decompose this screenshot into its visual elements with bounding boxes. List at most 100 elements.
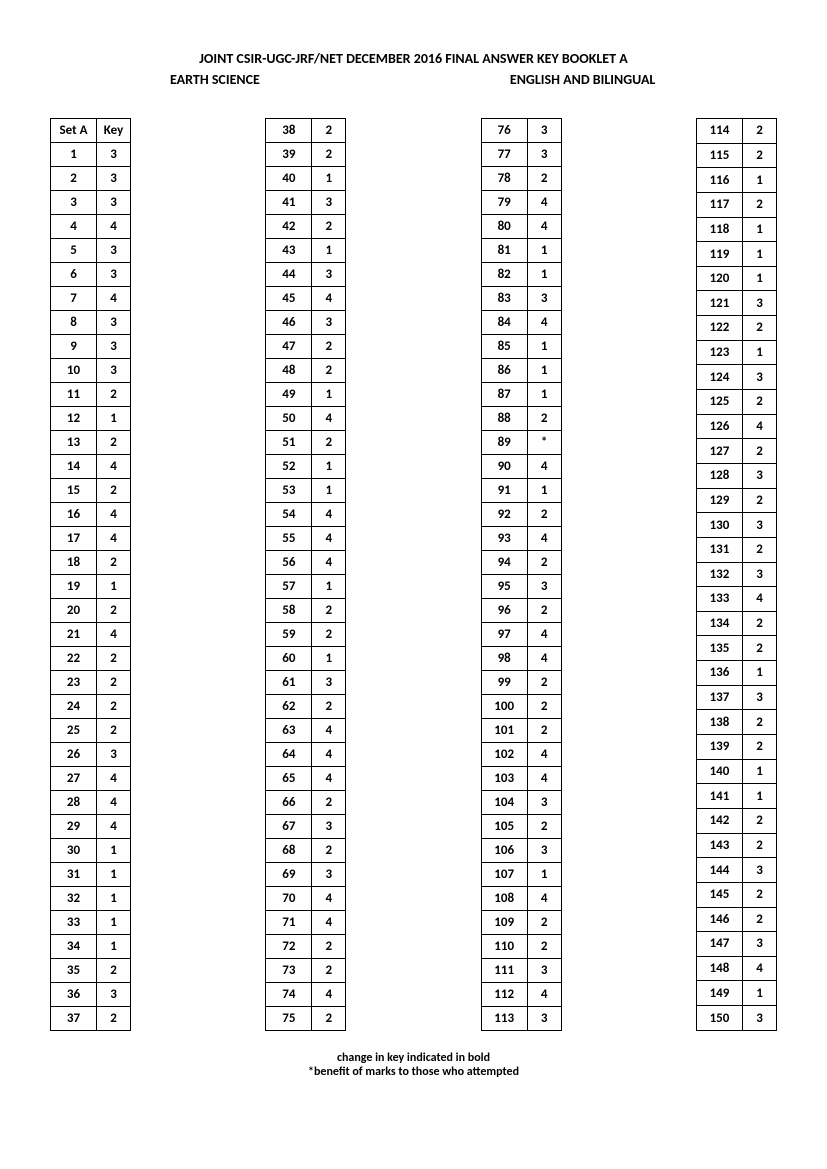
answer-key: 4 bbox=[312, 719, 346, 743]
question-number: 124 bbox=[696, 365, 742, 390]
answer-key: 2 bbox=[527, 671, 561, 695]
table-row: 1092 bbox=[481, 911, 561, 935]
question-number: 142 bbox=[696, 808, 742, 833]
question-number: 122 bbox=[696, 316, 742, 341]
answer-key: 2 bbox=[97, 695, 131, 719]
question-number: 64 bbox=[266, 743, 312, 767]
question-number: 131 bbox=[696, 537, 742, 562]
answer-key: 4 bbox=[312, 767, 346, 791]
table-row: 144 bbox=[51, 455, 131, 479]
answer-key: 4 bbox=[312, 503, 346, 527]
question-number: 88 bbox=[481, 407, 527, 431]
table-row: 1264 bbox=[696, 414, 776, 439]
answer-key: 1 bbox=[97, 911, 131, 935]
table-row: 732 bbox=[266, 959, 346, 983]
answer-key: 1 bbox=[312, 479, 346, 503]
answer-key: 2 bbox=[742, 439, 776, 464]
question-number: 123 bbox=[696, 340, 742, 365]
table-row: 1462 bbox=[696, 907, 776, 932]
table-row: 93 bbox=[51, 335, 131, 359]
answer-key: 2 bbox=[312, 215, 346, 239]
table-row: 331 bbox=[51, 911, 131, 935]
answer-key: 2 bbox=[527, 935, 561, 959]
question-number: 35 bbox=[51, 959, 97, 983]
question-number: 65 bbox=[266, 767, 312, 791]
table-row: 1024 bbox=[481, 743, 561, 767]
table-row: 782 bbox=[481, 167, 561, 191]
answer-key: 4 bbox=[97, 455, 131, 479]
question-number: 117 bbox=[696, 192, 742, 217]
table-row: 53 bbox=[51, 239, 131, 263]
answer-key: 3 bbox=[527, 575, 561, 599]
table-row: 1181 bbox=[696, 217, 776, 242]
question-number: 32 bbox=[51, 887, 97, 911]
table-row: 714 bbox=[266, 911, 346, 935]
table-row: 521 bbox=[266, 455, 346, 479]
answer-key: 4 bbox=[97, 767, 131, 791]
answer-key: 4 bbox=[312, 743, 346, 767]
answer-key: 3 bbox=[742, 463, 776, 488]
answer-key: 2 bbox=[742, 192, 776, 217]
table-row: 613 bbox=[266, 671, 346, 695]
question-number: 145 bbox=[696, 882, 742, 907]
table-row: 422 bbox=[266, 215, 346, 239]
question-number: 34 bbox=[51, 935, 97, 959]
answer-key: 2 bbox=[527, 503, 561, 527]
table-row: 284 bbox=[51, 791, 131, 815]
question-number: 139 bbox=[696, 735, 742, 760]
answer-key: 3 bbox=[742, 1006, 776, 1031]
question-number: 149 bbox=[696, 981, 742, 1006]
table-row: 83 bbox=[51, 311, 131, 335]
table-row: 1002 bbox=[481, 695, 561, 719]
answer-key: 2 bbox=[742, 390, 776, 415]
answer-key: 1 bbox=[527, 383, 561, 407]
question-number: 52 bbox=[266, 455, 312, 479]
footer-notes: change in key indicated in bold *benefit… bbox=[40, 1051, 787, 1079]
question-number: 30 bbox=[51, 839, 97, 863]
question-number: 3 bbox=[51, 191, 97, 215]
question-number: 134 bbox=[696, 611, 742, 636]
table-row: 182 bbox=[51, 551, 131, 575]
table-row: 1272 bbox=[696, 439, 776, 464]
question-number: 14 bbox=[51, 455, 97, 479]
table-row: 174 bbox=[51, 527, 131, 551]
answer-key: 3 bbox=[527, 119, 561, 143]
answer-key: 3 bbox=[97, 359, 131, 383]
answer-key: 4 bbox=[312, 887, 346, 911]
question-number: 92 bbox=[481, 503, 527, 527]
question-number: 70 bbox=[266, 887, 312, 911]
answer-key: 2 bbox=[742, 833, 776, 858]
page: JOINT CSIR-UGC-JRF/NET DECEMBER 2016 FIN… bbox=[0, 0, 827, 1099]
answer-key: 4 bbox=[527, 623, 561, 647]
table-row: 1323 bbox=[696, 562, 776, 587]
table-row: 23 bbox=[51, 167, 131, 191]
answer-key: 1 bbox=[742, 661, 776, 686]
answer-key: 2 bbox=[97, 1007, 131, 1031]
question-number: 43 bbox=[266, 239, 312, 263]
table-row: 544 bbox=[266, 503, 346, 527]
answer-key: 4 bbox=[312, 911, 346, 935]
table-row: 871 bbox=[481, 383, 561, 407]
question-number: 63 bbox=[266, 719, 312, 743]
question-number: 129 bbox=[696, 488, 742, 513]
question-number: 72 bbox=[266, 935, 312, 959]
question-number: 68 bbox=[266, 839, 312, 863]
table-row: 1084 bbox=[481, 887, 561, 911]
question-number: 96 bbox=[481, 599, 527, 623]
answer-key: 3 bbox=[742, 365, 776, 390]
answer-key: 3 bbox=[312, 263, 346, 287]
table-row: 1034 bbox=[481, 767, 561, 791]
table-row: 103 bbox=[51, 359, 131, 383]
answer-key: 2 bbox=[312, 599, 346, 623]
answer-key: 2 bbox=[97, 479, 131, 503]
question-number: 87 bbox=[481, 383, 527, 407]
table-row: 1312 bbox=[696, 537, 776, 562]
columns-container: Set AKey13233344536374839310311212113214… bbox=[40, 118, 787, 1031]
table-row: 321 bbox=[51, 887, 131, 911]
question-number: 82 bbox=[481, 263, 527, 287]
table-row: 1231 bbox=[696, 340, 776, 365]
answer-key: 1 bbox=[742, 340, 776, 365]
question-number: 120 bbox=[696, 266, 742, 291]
table-row: 851 bbox=[481, 335, 561, 359]
answer-key: 4 bbox=[97, 623, 131, 647]
